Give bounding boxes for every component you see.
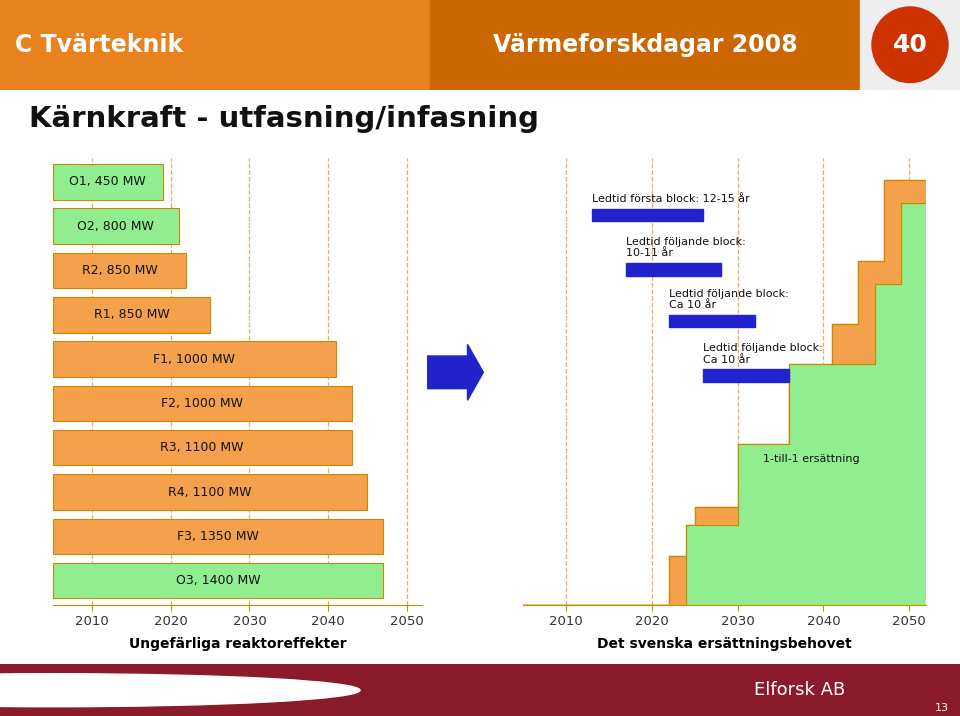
Bar bbox=[0, 0, 430, 90]
X-axis label: Det svenska ersättningsbehovet: Det svenska ersättningsbehovet bbox=[597, 637, 852, 651]
FancyArrow shape bbox=[427, 344, 484, 400]
Bar bbox=[591, 208, 704, 221]
Polygon shape bbox=[523, 203, 926, 605]
Text: Ledtid första block: 12-15 år: Ledtid första block: 12-15 år bbox=[591, 194, 750, 204]
Text: Ca 10 år: Ca 10 år bbox=[704, 354, 751, 364]
Bar bbox=[430, 0, 860, 90]
Polygon shape bbox=[523, 180, 926, 605]
X-axis label: Ungefärliga reaktoreffekter: Ungefärliga reaktoreffekter bbox=[129, 637, 347, 651]
Text: R3, 1100 MW: R3, 1100 MW bbox=[160, 441, 244, 454]
Text: 1-till-1 ersättning: 1-till-1 ersättning bbox=[763, 454, 860, 463]
Text: 40: 40 bbox=[893, 33, 927, 57]
Bar bbox=[53, 253, 186, 289]
Bar bbox=[53, 563, 383, 599]
Text: O1, 450 MW: O1, 450 MW bbox=[69, 175, 146, 188]
Text: Ledtid följande block:: Ledtid följande block: bbox=[704, 343, 823, 353]
Text: värmeforsk: värmeforsk bbox=[115, 681, 230, 700]
Circle shape bbox=[0, 674, 360, 707]
Bar bbox=[53, 208, 179, 244]
Text: R4, 1100 MW: R4, 1100 MW bbox=[168, 485, 252, 498]
Text: Ledtid följande block:: Ledtid följande block: bbox=[669, 289, 789, 299]
Bar bbox=[53, 430, 351, 465]
Bar bbox=[860, 0, 960, 90]
Bar bbox=[704, 369, 789, 382]
Bar bbox=[53, 164, 163, 200]
Bar bbox=[53, 342, 336, 377]
Text: F3, 1350 MW: F3, 1350 MW bbox=[177, 530, 259, 543]
Text: O2, 800 MW: O2, 800 MW bbox=[77, 220, 155, 233]
Bar bbox=[53, 518, 383, 554]
Text: Elforsk AB: Elforsk AB bbox=[754, 681, 845, 700]
Text: Ledtid följande block:: Ledtid följande block: bbox=[626, 237, 746, 247]
Text: O3, 1400 MW: O3, 1400 MW bbox=[176, 574, 260, 587]
Bar bbox=[53, 386, 351, 421]
Bar bbox=[53, 297, 210, 332]
Circle shape bbox=[872, 7, 948, 82]
Text: F2, 1000 MW: F2, 1000 MW bbox=[161, 397, 243, 410]
Bar bbox=[669, 315, 755, 327]
Text: C Tvärteknik: C Tvärteknik bbox=[15, 33, 183, 57]
Text: Värmeforskdagar 2008: Värmeforskdagar 2008 bbox=[492, 33, 798, 57]
Text: R1, 850 MW: R1, 850 MW bbox=[93, 309, 169, 321]
Bar bbox=[626, 263, 721, 276]
Text: F1, 1000 MW: F1, 1000 MW bbox=[154, 352, 235, 366]
Text: 13: 13 bbox=[934, 703, 948, 713]
Bar bbox=[53, 474, 368, 510]
Text: 10-11 år: 10-11 år bbox=[626, 248, 673, 258]
Text: R2, 850 MW: R2, 850 MW bbox=[82, 264, 157, 277]
Text: Kärnkraft - utfasning/infasning: Kärnkraft - utfasning/infasning bbox=[29, 105, 539, 133]
Text: Ca 10 år: Ca 10 år bbox=[669, 300, 716, 310]
